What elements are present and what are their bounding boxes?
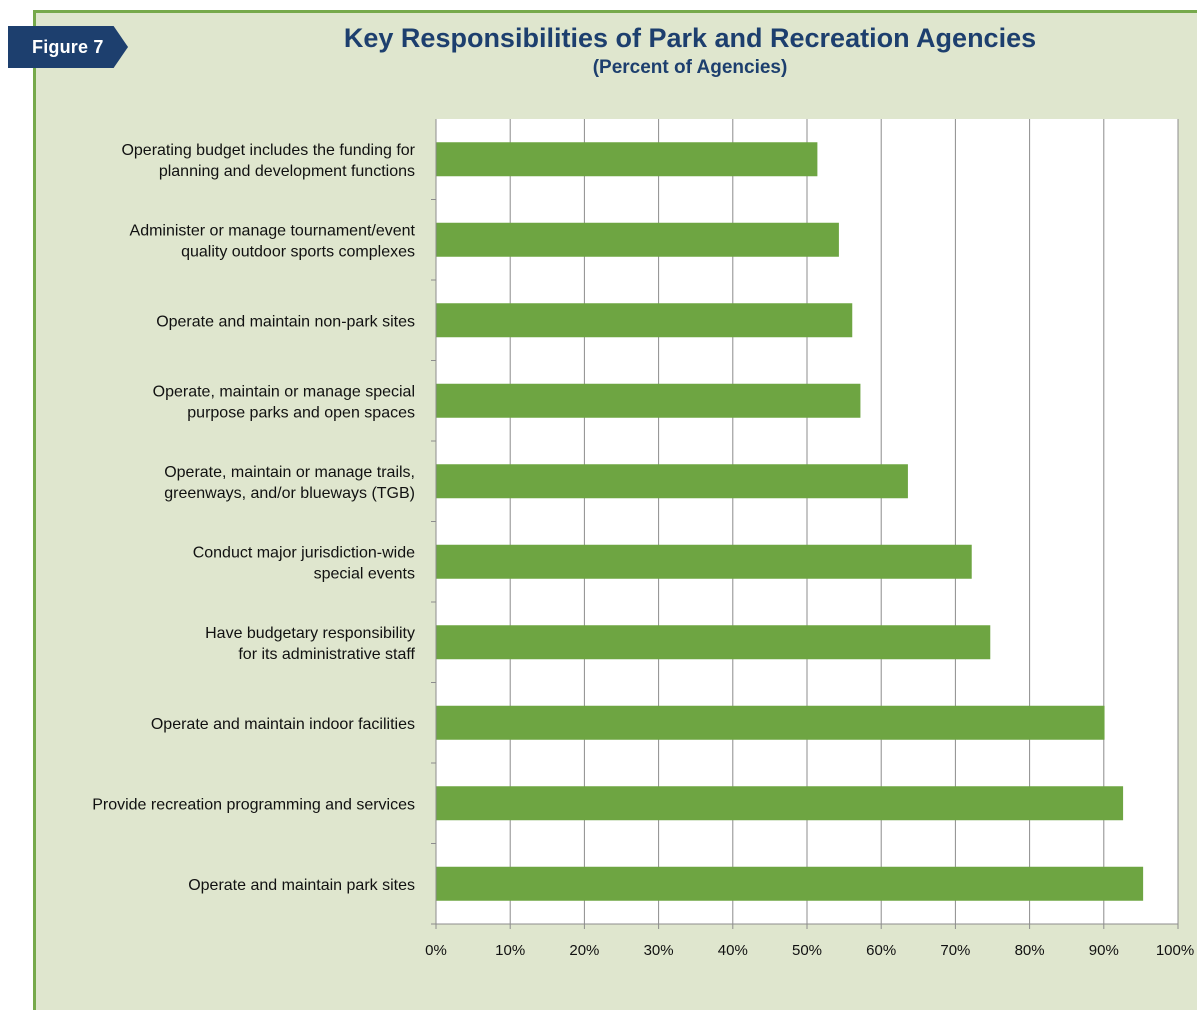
tick-labels: 0% 10% 20% 30% 40% 50% 60% 70% 80% 90% 100% [425,942,1194,959]
bar [436,464,908,499]
category-label: Have budgetary responsibility for its adm… [205,625,415,663]
x-tick-label: 40% [718,942,748,959]
category-label-line: Operate, maintain or manage special [153,383,415,400]
category-label-line: Administer or manage tournament/event [130,222,416,239]
x-tick-label: 60% [866,942,896,959]
x-tick-label: 0% [425,942,447,959]
category-label: Operate, maintain or manage trails, green… [164,464,415,502]
bars [436,142,1144,901]
category-label: Conduct major jurisdiction-wide special e… [193,544,415,582]
chart-subtitle: (Percent of Agencies) [592,57,788,78]
bar [436,383,861,418]
category-label-line: Provide recreation programming and servi… [92,796,415,813]
x-tick-label: 20% [569,942,599,959]
category-label-line: greenways, and/or blueways (TGB) [164,485,415,502]
category-label: Provide recreation programming and servi… [92,796,415,813]
bar [436,866,1144,901]
category-label-line: special events [314,565,415,582]
category-label-line: Operate and maintain indoor facilities [151,716,415,733]
category-label: Administer or manage tournament/event qua… [130,222,416,260]
category-label-line: Have budgetary responsibility [205,625,415,642]
x-tick-label: 50% [792,942,822,959]
x-tick-label: 80% [1015,942,1045,959]
category-label-line: Operate and maintain park sites [188,877,415,894]
category-label: Operating budget includes the funding fo… [121,142,415,180]
x-tick-label: 10% [495,942,525,959]
category-labels: Operating budget includes the funding fo… [92,142,415,894]
bar [436,544,972,579]
category-label-line: for its administrative staff [238,646,415,663]
category-label-line: Operating budget includes the funding fo… [121,142,415,159]
category-label-line: Operate and maintain non-park sites [156,313,415,330]
category-label: Operate and maintain indoor facilities [151,716,415,733]
x-tick-label: 90% [1089,942,1119,959]
bar [436,786,1124,821]
x-tick-label: 100% [1156,942,1194,959]
axes [431,119,1179,929]
chart-title: Key Responsibilities of Park and Recreat… [343,23,1037,53]
category-label: Operate, maintain or manage special purpo… [153,383,415,421]
bar [436,142,818,177]
bar [436,222,839,257]
figure-tab: Figure 7 [8,26,128,68]
bar [436,705,1105,740]
category-label: Operate and maintain non-park sites [156,313,415,330]
category-label-line: Conduct major jurisdiction-wide [193,544,415,561]
category-label-line: purpose parks and open spaces [187,404,415,421]
bar [436,303,853,338]
x-tick-label: 70% [940,942,970,959]
x-tick-label: 30% [644,942,674,959]
bar [436,625,991,660]
category-label: Operate and maintain park sites [188,877,415,894]
category-label-line: Operate, maintain or manage trails, [164,464,415,481]
category-label-line: planning and development functions [159,163,415,180]
category-label-line: quality outdoor sports complexes [181,243,415,260]
